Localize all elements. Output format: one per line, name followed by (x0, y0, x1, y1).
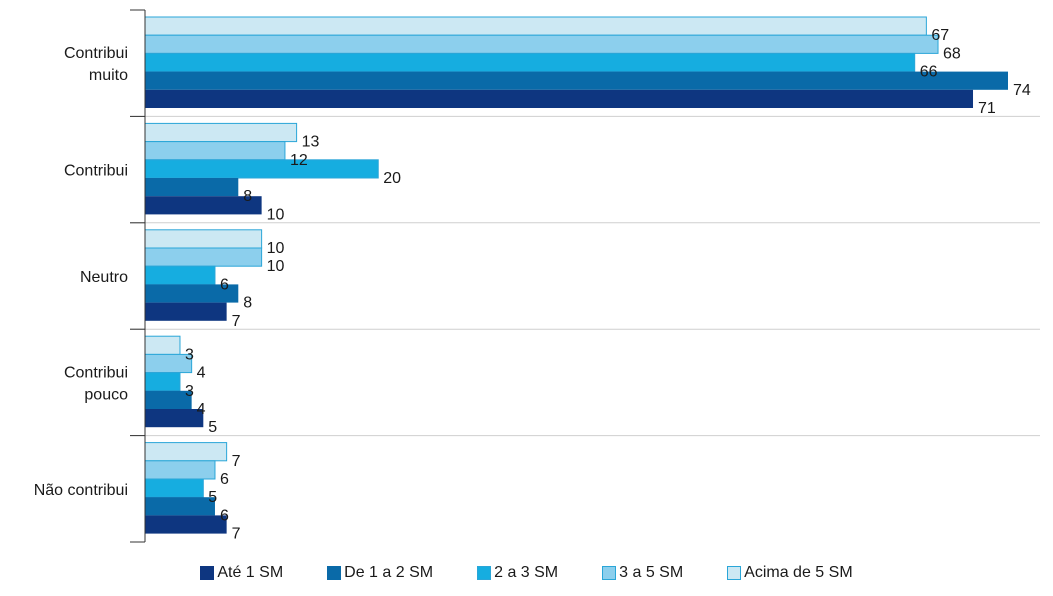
bar (144, 478, 204, 498)
value-label: 3 (185, 346, 194, 363)
value-label: 20 (383, 170, 401, 187)
legend-swatch (602, 566, 617, 580)
bar (144, 229, 263, 249)
value-label: 5 (208, 489, 217, 506)
bar (145, 409, 204, 428)
value-label: 10 (267, 240, 285, 257)
bar (145, 196, 262, 215)
bar (145, 497, 215, 516)
bar (145, 284, 239, 303)
category-labels: Contribui muito Contribui Neutro Contribui po… (34, 45, 128, 499)
value-label: 6 (220, 276, 229, 293)
legend-item: Acima de 5 SM (727, 564, 853, 582)
category-label: Não contribui (34, 482, 128, 499)
category-label: Contribui (64, 45, 128, 62)
legend-swatch (727, 566, 742, 580)
bars (144, 16, 1008, 534)
value-label: 6 (220, 507, 229, 524)
bar (145, 515, 227, 534)
category-label: muito (89, 67, 128, 84)
value-label: 10 (267, 206, 285, 223)
category-label: Neutro (80, 269, 128, 286)
category-label: Contribui (64, 163, 128, 180)
bar (145, 302, 227, 321)
category-label: pouco (84, 386, 128, 403)
legend: Até 1 SM De 1 a 2 SM 2 a 3 SM 3 a 5 SM Acima… (0, 564, 1053, 582)
bar (144, 442, 228, 462)
bar (144, 335, 181, 355)
bar (144, 247, 263, 267)
bar (144, 52, 916, 73)
legend-label: Até 1 SM (217, 564, 284, 581)
value-label: 74 (1013, 82, 1031, 99)
legend-swatch (200, 566, 215, 580)
value-label: 5 (208, 419, 217, 436)
legend-item: 2 a 3 SM (477, 564, 558, 582)
value-label: 7 (232, 453, 241, 470)
legend-item: De 1 a 2 SM (327, 564, 433, 582)
value-label: 7 (232, 526, 241, 543)
bar (144, 460, 216, 480)
value-label: 66 (920, 64, 938, 81)
bar (145, 71, 1008, 90)
bar (145, 178, 239, 197)
value-label: 67 (931, 27, 949, 44)
bar (144, 141, 286, 161)
legend-label: 3 a 5 SM (619, 564, 684, 581)
legend-label: De 1 a 2 SM (344, 564, 434, 581)
bar (144, 372, 181, 392)
value-label: 7 (232, 313, 241, 330)
value-label: 6 (220, 471, 229, 488)
value-label: 4 (197, 365, 206, 382)
value-label: 4 (197, 401, 206, 418)
value-label: 12 (290, 152, 308, 169)
category-label: Contribui (64, 364, 128, 381)
bar (144, 16, 927, 36)
legend-item: 3 a 5 SM (602, 564, 683, 582)
value-label: 3 (185, 383, 194, 400)
legend-item: Até 1 SM (200, 564, 283, 582)
bar (145, 390, 192, 409)
value-label: 13 (302, 134, 320, 151)
legend-swatch (477, 566, 492, 580)
bar (144, 265, 216, 285)
value-label: 71 (978, 100, 996, 117)
legend-label: Acima de 5 SM (744, 564, 853, 581)
bar (144, 122, 298, 143)
bar (144, 34, 939, 54)
legend-label: 2 a 3 SM (494, 564, 559, 581)
value-label: 8 (243, 295, 252, 312)
bar (145, 89, 974, 108)
legend-swatch (327, 566, 342, 580)
gridlines (130, 9, 1040, 543)
value-label: 8 (243, 188, 252, 205)
value-label: 10 (267, 258, 285, 275)
value-label: 68 (943, 45, 961, 62)
bar (144, 159, 379, 179)
